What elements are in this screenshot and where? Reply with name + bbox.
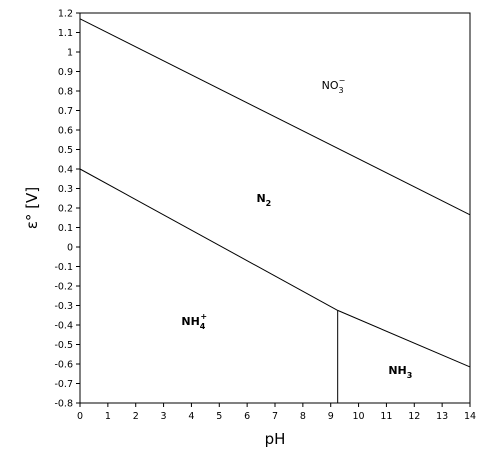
x-tick-label: 1 xyxy=(105,411,111,422)
axis-ticks: 0 1 2 3 4 5 6 7 8 9 10 11 12 13 141.21.110.90.80.70.60… xyxy=(54,9,476,423)
y-tick-label: -0.7 xyxy=(54,379,73,390)
y-tick-label: 1 xyxy=(67,48,73,59)
y-tick-label: -0.2 xyxy=(54,282,73,293)
x-tick-label: 0 xyxy=(77,411,83,422)
y-tick-label: 0.6 xyxy=(58,126,73,137)
y-tick-label: 0.2 xyxy=(58,204,73,215)
y-tick-label: 0.4 xyxy=(58,165,73,176)
region-labels: NO3− N2 NH4+ NH3 xyxy=(181,76,412,380)
boundary-line xyxy=(337,309,471,368)
y-tick-label: 1.2 xyxy=(58,9,73,20)
x-tick-label: 3 xyxy=(161,411,167,422)
region-label: NH3 xyxy=(388,364,412,380)
y-axis-label: ε° [V] xyxy=(23,187,41,229)
y-tick-label: 0.3 xyxy=(58,184,73,195)
x-tick-label: 9 xyxy=(328,411,334,422)
y-tick-label: -0.3 xyxy=(54,301,73,312)
x-tick-label: 10 xyxy=(353,411,365,422)
y-tick-label: 0.7 xyxy=(58,106,73,117)
boundary-line xyxy=(79,168,338,311)
x-tick-label: 7 xyxy=(272,411,278,422)
x-tick-label: 8 xyxy=(300,411,306,422)
y-tick-label: -0.4 xyxy=(54,321,73,332)
y-tick-label: -0.6 xyxy=(54,360,73,371)
y-tick-label: 0 xyxy=(67,243,73,254)
x-tick-label: 14 xyxy=(464,411,476,422)
y-tick-label: 0.1 xyxy=(58,223,73,234)
plot-frame xyxy=(79,12,471,404)
y-tick-label: -0.8 xyxy=(54,399,73,410)
y-tick-label: 0.9 xyxy=(58,67,73,78)
x-tick-label: 6 xyxy=(244,411,250,422)
x-tick-label: 4 xyxy=(188,411,194,422)
x-tick-label: 13 xyxy=(436,411,448,422)
y-tick-label: -0.5 xyxy=(54,340,73,351)
boundary-line xyxy=(79,18,471,216)
x-tick-label: 5 xyxy=(216,411,222,422)
region-label: NO3− xyxy=(322,76,346,95)
x-axis-label: pH xyxy=(265,430,286,448)
x-tick-label: 12 xyxy=(408,411,420,422)
y-tick-label: -0.1 xyxy=(54,262,73,273)
y-tick-label: 0.8 xyxy=(58,87,73,98)
boundary-lines xyxy=(79,18,471,403)
y-tick-label: 0.5 xyxy=(58,145,73,156)
x-tick-label: 11 xyxy=(380,411,392,422)
region-label: N2 xyxy=(256,192,271,208)
x-tick-label: 2 xyxy=(133,411,139,422)
region-label: NH4+ xyxy=(181,312,207,331)
y-tick-label: 1.1 xyxy=(58,28,73,39)
